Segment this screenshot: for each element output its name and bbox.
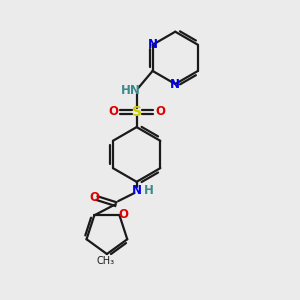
Text: S: S (132, 105, 142, 119)
Text: H: H (144, 184, 154, 196)
Text: O: O (89, 191, 99, 204)
Text: CH₃: CH₃ (96, 256, 115, 266)
Text: HN: HN (121, 84, 141, 97)
Text: O: O (118, 208, 128, 221)
Text: N: N (148, 38, 158, 51)
Text: N: N (132, 184, 142, 196)
Text: N: N (170, 77, 180, 91)
Text: O: O (155, 106, 165, 118)
Text: O: O (108, 106, 118, 118)
